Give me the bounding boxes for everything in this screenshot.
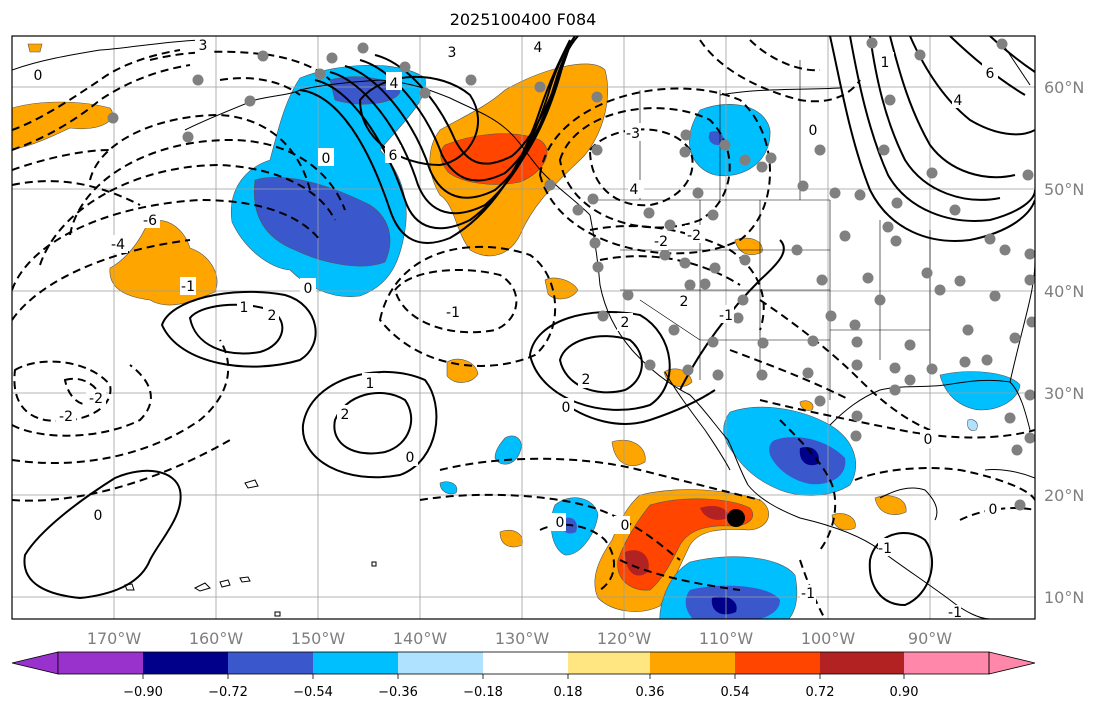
shade-blue-bit2: [439, 481, 458, 495]
lat-label: 50°N: [1044, 180, 1084, 199]
svg-text:-2: -2: [59, 409, 73, 425]
svg-text:1: 1: [366, 376, 375, 392]
colorbar-tick: 0.18: [554, 685, 583, 700]
lat-label: 40°N: [1044, 282, 1084, 301]
svg-text:3: 3: [448, 45, 457, 61]
shade-orange-tl-small: [27, 43, 43, 53]
shade-orange-bit1: [734, 237, 763, 255]
storm-center-marker: [727, 509, 745, 527]
svg-text:4: 4: [954, 93, 963, 109]
map-title: 2025100400 F084: [450, 10, 597, 29]
lon-label: 90°W: [908, 629, 952, 648]
svg-text:-2: -2: [654, 234, 668, 250]
svg-text:6: 6: [986, 66, 995, 82]
shade-blue-bottom-dark: [711, 596, 737, 615]
shade-orange-bit8: [874, 495, 907, 515]
svg-text:0: 0: [562, 400, 571, 416]
colorbar-tick: −0.36: [378, 685, 418, 700]
colorbar-extend-pos: [988, 651, 1036, 675]
svg-text:-1: -1: [446, 305, 460, 321]
svg-text:-2: -2: [687, 228, 701, 244]
svg-text:1: 1: [240, 300, 249, 316]
colorbar-tick: −0.18: [463, 685, 503, 700]
svg-text:2: 2: [680, 294, 689, 310]
svg-text:6: 6: [389, 148, 398, 164]
shade-orange-bit7: [831, 513, 856, 531]
colorbar-tick: −0.72: [208, 685, 248, 700]
svg-text:0: 0: [304, 281, 313, 297]
svg-text:-6: -6: [143, 213, 157, 229]
svg-text:3: 3: [199, 38, 208, 54]
shade-blue-gulf-light: [967, 419, 978, 431]
svg-text:4: 4: [630, 182, 639, 198]
shade-orange-bit9: [799, 400, 814, 411]
shade-darkred-baja: [625, 550, 649, 576]
lon-tick-labels: 170°W 160°W 150°W 140°W 130°W 120°W 110°…: [87, 629, 952, 648]
colorbar-tick: 0.36: [636, 685, 665, 700]
shade-blue-gulfak-mid: [253, 177, 391, 267]
shade-blue-bit1: [494, 435, 522, 465]
colorbar-tick: 0.54: [721, 685, 750, 700]
shade-blue-canada-small: [708, 131, 724, 146]
lon-label: 130°W: [495, 629, 550, 648]
svg-text:2: 2: [582, 372, 591, 388]
svg-text:4: 4: [390, 76, 399, 92]
lat-tick-labels: 60°N 50°N 40°N 30°N 20°N 10°N: [1044, 78, 1084, 607]
lon-label: 140°W: [393, 629, 448, 648]
svg-text:0: 0: [809, 123, 818, 139]
map-panel: 3 4 4 6 0 -6 -4 -1 0 1 2 -1 -2 -2 1 2 0 …: [12, 36, 1035, 621]
svg-text:0: 0: [989, 502, 998, 518]
svg-text:0: 0: [621, 518, 630, 534]
svg-text:-1: -1: [801, 586, 815, 602]
svg-text:-4: -4: [111, 237, 125, 253]
colorbar-tick: −0.54: [293, 685, 333, 700]
shade-blue-mexico-dark: [799, 446, 819, 466]
colorbar: −0.90 −0.72 −0.54 −0.36 −0.18 0.18 0.36 …: [11, 651, 1036, 700]
svg-text:0: 0: [924, 432, 933, 448]
map-frame: [11, 35, 1036, 620]
svg-text:-1: -1: [181, 279, 195, 295]
shade-darkred-baja2: [700, 506, 729, 520]
svg-text:0: 0: [556, 515, 565, 531]
lat-label: 20°N: [1044, 486, 1084, 505]
svg-text:0: 0: [94, 508, 103, 524]
svg-text:2: 2: [268, 308, 277, 324]
svg-text:-1: -1: [878, 541, 892, 557]
station-dots: [107, 37, 1035, 511]
svg-text:2: 2: [621, 315, 630, 331]
shade-red-baja: [617, 498, 754, 591]
svg-text:-1: -1: [719, 308, 733, 324]
lat-label: 30°N: [1044, 384, 1084, 403]
svg-text:0: 0: [406, 450, 415, 466]
svg-text:0: 0: [322, 151, 331, 167]
svg-text:-2: -2: [89, 391, 103, 407]
shade-orange-bit5: [611, 439, 646, 466]
lat-label: 60°N: [1044, 78, 1084, 97]
colorbar-tick: 0.90: [890, 685, 919, 700]
colorbar-tick: 0.72: [806, 685, 835, 700]
lon-label: 150°W: [291, 629, 346, 648]
lon-label: 120°W: [597, 629, 652, 648]
shade-orange-bit2: [544, 277, 579, 300]
lon-label: 160°W: [189, 629, 244, 648]
lon-label: 170°W: [87, 629, 142, 648]
svg-text:0: 0: [34, 68, 43, 84]
svg-text:4: 4: [534, 40, 543, 56]
contour-labels: 3 4 4 6 0 -6 -4 -1 0 1 2 -1 -2 -2 1 2 0 …: [30, 36, 1001, 621]
lat-label: 10°N: [1044, 588, 1084, 607]
colorbar-tick: −0.90: [123, 685, 163, 700]
svg-text:1: 1: [881, 55, 890, 71]
colorbar-extend-neg: [11, 651, 59, 675]
svg-text:2: 2: [341, 407, 350, 423]
lon-label: 100°W: [801, 629, 856, 648]
svg-text:-1: -1: [948, 605, 962, 621]
lon-label: 110°W: [699, 629, 754, 648]
svg-text:-3: -3: [626, 126, 640, 142]
